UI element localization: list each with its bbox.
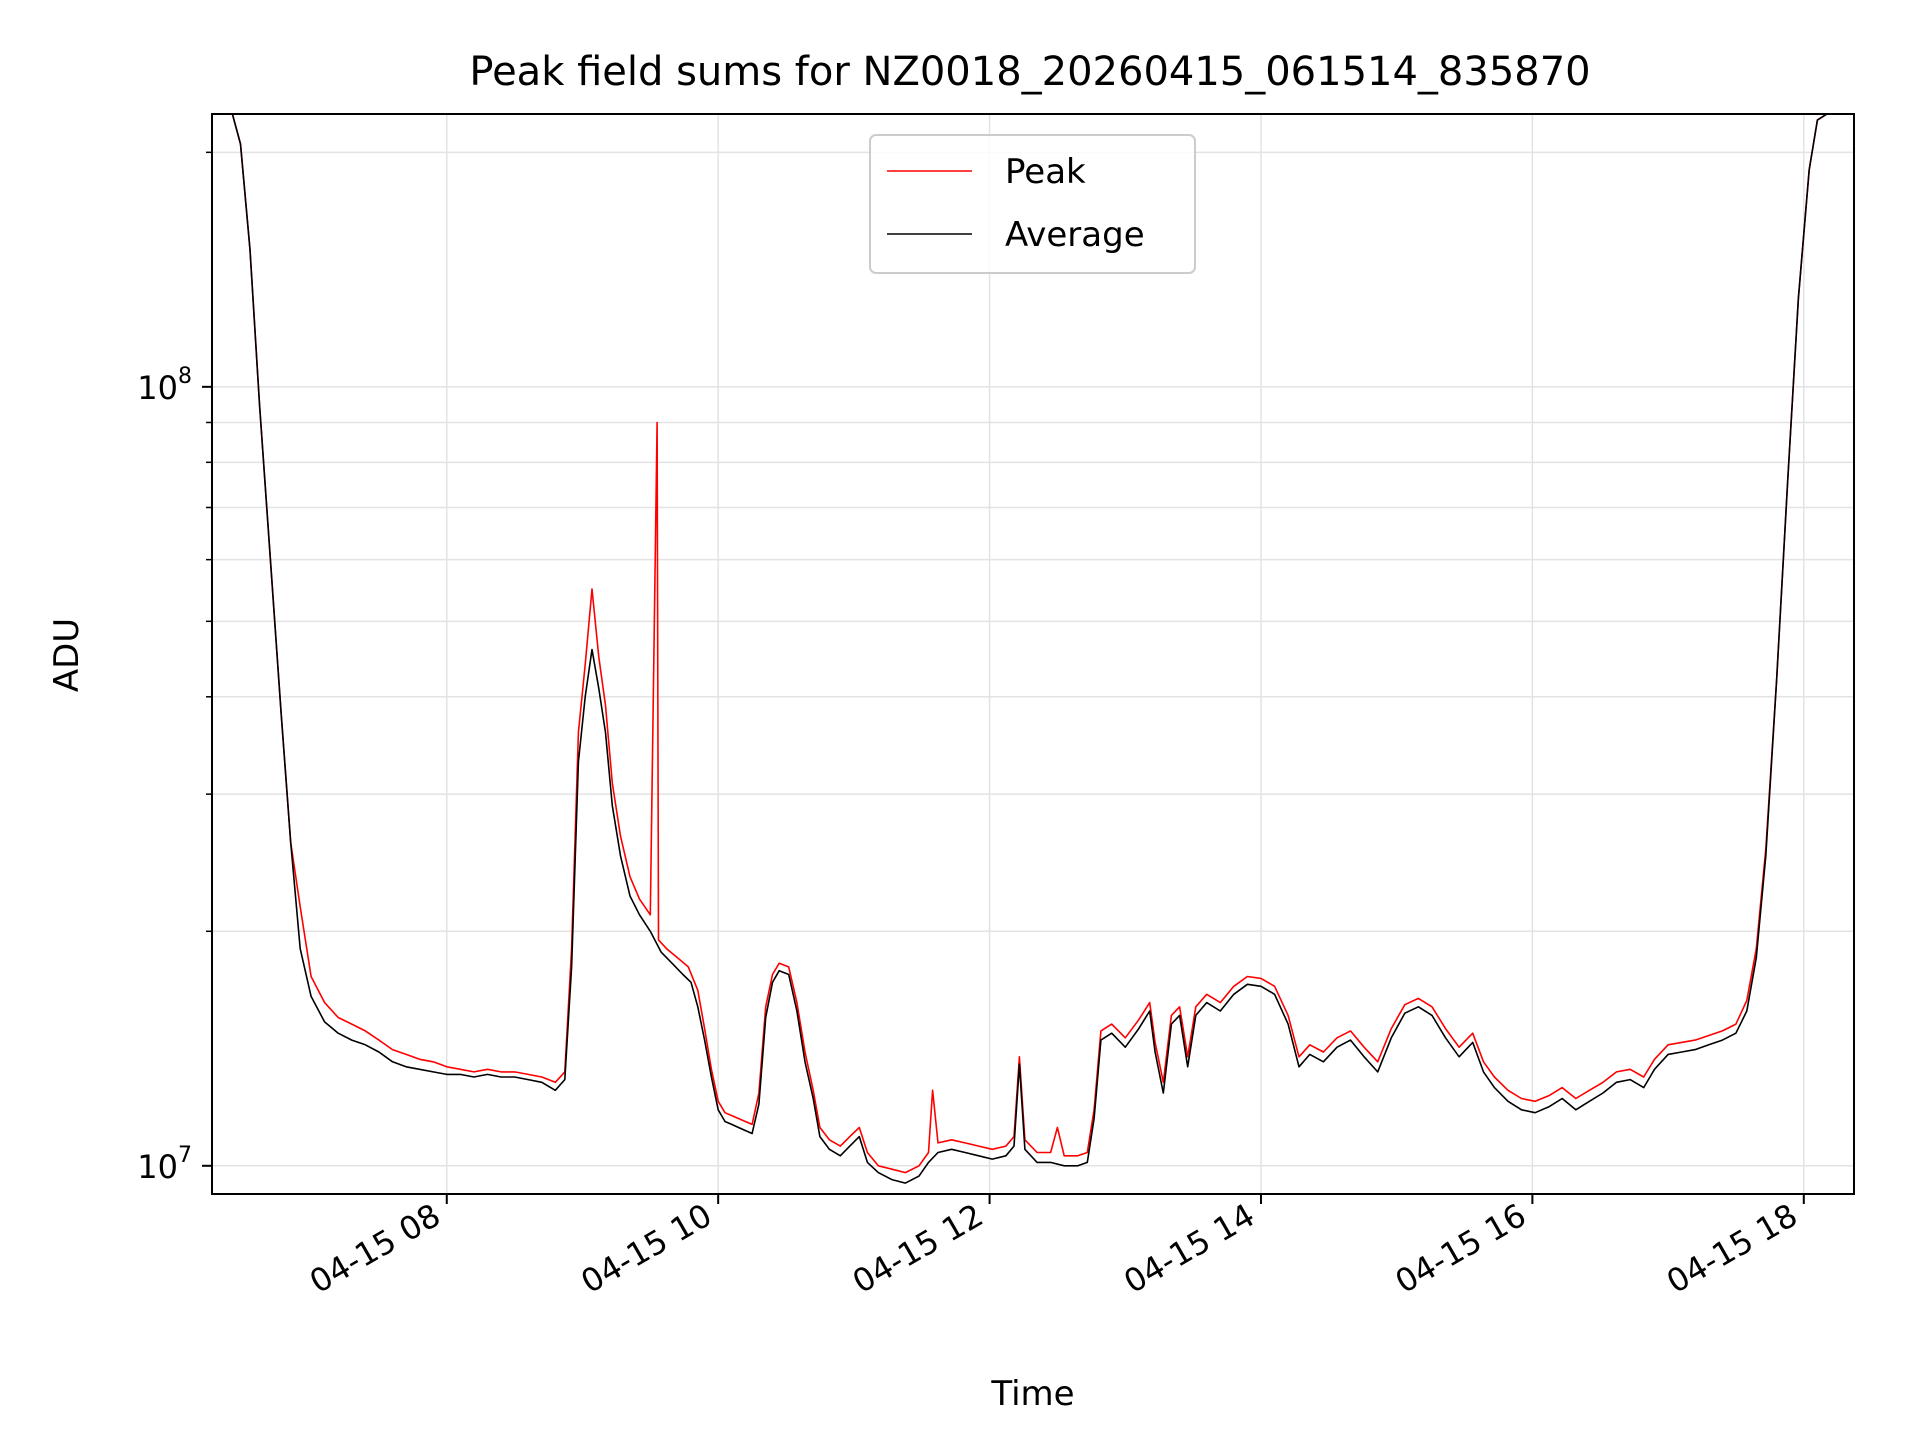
plot-frame	[211, 113, 1855, 1195]
chart-title: Peak field sums for NZ0018_20260415_0615…	[469, 49, 1590, 95]
y-axis-label: ADU	[47, 618, 87, 692]
grid-lines	[212, 114, 1854, 1194]
x-axis-label: Time	[990, 1374, 1074, 1414]
data-series	[212, 114, 1854, 1184]
series-line-average	[212, 114, 1854, 1184]
legend-label-average: Average	[1005, 215, 1145, 255]
legend: Peak Average	[869, 134, 1196, 274]
series-line-peak	[212, 114, 1854, 1174]
legend-box	[869, 134, 1196, 274]
y-tick-label: 107	[137, 1143, 192, 1186]
y-tick-label: 108	[137, 364, 192, 407]
legend-label-peak: Peak	[1005, 152, 1086, 192]
